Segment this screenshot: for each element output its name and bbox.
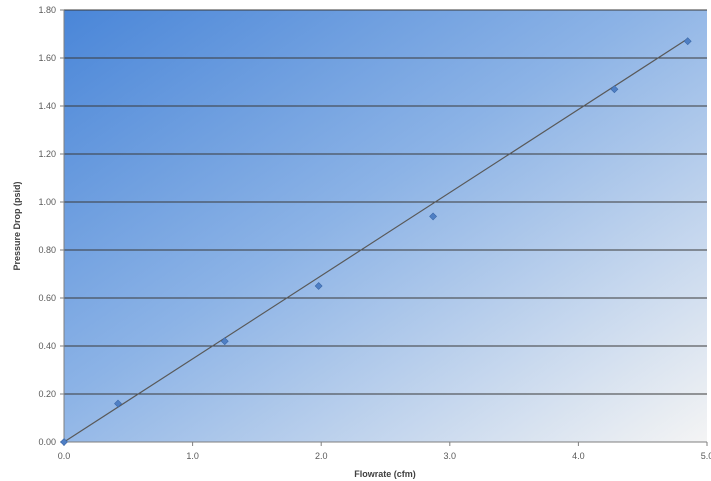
y-tick-label: 1.20 [38,149,56,159]
data-point [429,212,438,221]
data-point [314,282,323,290]
y-tick-label: 1.00 [38,197,56,207]
y-tick-label: 0.00 [38,437,56,447]
x-tick-label: 0.0 [58,451,71,461]
tick-labels: 0.00 0.20 0.40 0.60 0.80 1.00 1.20 1.40 1.60 1.80… [38,5,711,461]
plot-area [64,10,707,442]
gridlines [64,9,707,395]
y-tick-label: 0.40 [38,341,56,351]
data-point [114,399,122,408]
data-point [683,37,692,46]
y-tick-label: 1.40 [38,101,56,111]
x-axis-title: Flowrate (cfm) [354,469,416,479]
axes [60,9,708,446]
trendline-group [63,38,689,443]
data-point [60,438,68,446]
x-tick-label: 1.0 [186,451,199,461]
y-tick-label: 0.20 [38,389,56,399]
y-tick-label: 0.60 [38,293,56,303]
x-tick-label: 5.0 [701,451,711,461]
data-points [60,37,692,446]
x-tick-label: 4.0 [572,451,585,461]
trendline [63,38,689,443]
x-tick-label: 2.0 [315,451,328,461]
y-tick-label: 1.80 [38,5,56,15]
y-tick-label: 0.80 [38,245,56,255]
y-axis-title: Pressure Drop (psid) [12,181,22,270]
y-tick-label: 1.60 [38,53,56,63]
data-point [220,337,229,346]
x-tick-label: 3.0 [444,451,457,461]
data-point [610,85,619,94]
